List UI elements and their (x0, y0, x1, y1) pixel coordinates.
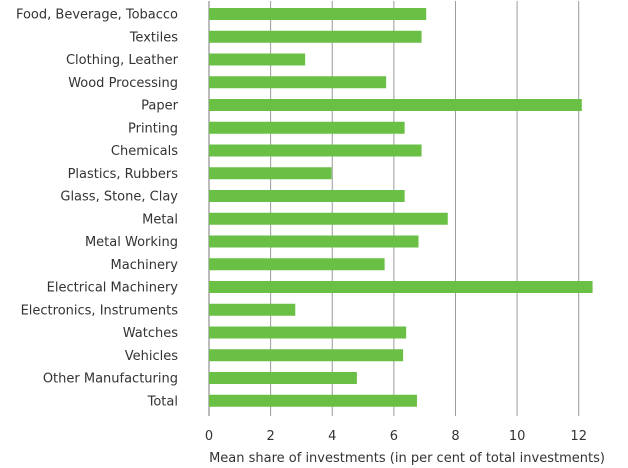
category-label: Printing (128, 121, 178, 136)
category-label: Chemicals (111, 144, 178, 159)
bar (209, 8, 427, 20)
category-label: Plastics, Rubbers (68, 167, 179, 182)
category-label: Machinery (111, 258, 179, 273)
category-label: Wood Processing (68, 76, 178, 91)
bar (209, 144, 422, 157)
bar (209, 235, 419, 248)
category-label: Total (147, 394, 178, 409)
bar (209, 303, 296, 316)
x-tick-label: 6 (390, 429, 398, 444)
x-tick-label: 2 (266, 429, 274, 444)
x-tick-labels: 0 2 4 6 8 10 12 (205, 429, 587, 444)
category-labels: Food, Beverage, Tobacco Textiles Clothing,… (16, 8, 179, 410)
category-label: Electrical Machinery (47, 281, 179, 296)
bar (209, 53, 306, 66)
category-label: Electronics, Instruments (21, 303, 179, 318)
x-tick-label: 4 (328, 429, 336, 444)
category-label: Vehicles (125, 349, 178, 364)
bar (209, 212, 448, 225)
bar (209, 372, 357, 384)
bar (209, 281, 593, 293)
x-tick-label: 10 (509, 429, 526, 444)
category-label: Paper (141, 99, 178, 114)
bar (209, 76, 387, 89)
bar (209, 121, 405, 134)
grid-lines (208, 1, 580, 416)
bar (209, 30, 422, 43)
category-label: Food, Beverage, Tobacco (16, 8, 178, 23)
bar (209, 167, 332, 180)
x-tick-label: 8 (451, 429, 459, 444)
bar (209, 326, 407, 339)
category-label: Other Manufacturing (43, 372, 178, 387)
category-label: Glass, Stone, Clay (60, 190, 178, 205)
x-tick-label: 12 (570, 429, 587, 444)
category-label: Watches (123, 326, 178, 341)
bar (209, 258, 385, 271)
category-label: Metal Working (85, 235, 178, 250)
x-axis-title: Mean share of investments (in per cent o… (209, 451, 605, 466)
bar (209, 99, 582, 111)
bar (209, 394, 417, 407)
category-label: Metal (142, 212, 178, 227)
x-tick-label: 0 (205, 429, 213, 444)
bar (209, 190, 405, 202)
bars (209, 8, 593, 407)
bar (209, 349, 404, 362)
category-label: Clothing, Leather (66, 53, 179, 68)
category-label: Textiles (129, 30, 179, 45)
